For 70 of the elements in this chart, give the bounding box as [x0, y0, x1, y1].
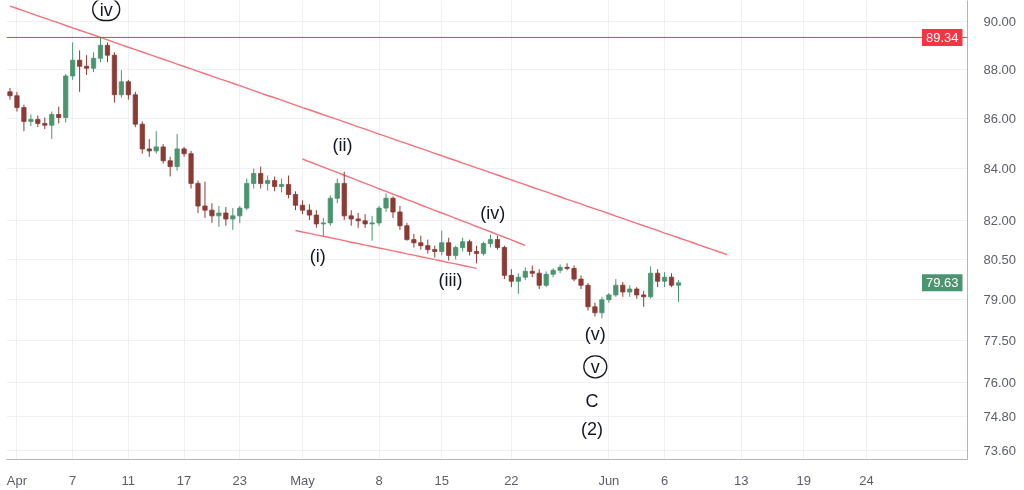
candlestick	[90, 51, 97, 73]
candlestick	[174, 133, 180, 172]
candlestick	[334, 178, 340, 204]
candlestick	[202, 181, 208, 219]
x-tick-label: Jun	[598, 472, 620, 488]
candlestick	[439, 230, 445, 256]
x-tick-label: Apr	[6, 472, 28, 488]
annotation: (ii)	[332, 134, 353, 155]
candlestick	[258, 166, 264, 190]
candlestick	[216, 205, 222, 228]
line-series	[301, 158, 526, 247]
y-tick-label: 73.60	[983, 443, 1017, 459]
candlestick	[292, 190, 299, 211]
annotation: (i)	[309, 246, 326, 267]
annotation: v	[590, 356, 600, 377]
candlestick	[209, 202, 215, 224]
candlestick	[230, 207, 236, 231]
y-tick-label: 90.00	[983, 14, 1017, 30]
x-tick-label: 19	[796, 472, 812, 488]
candlestick	[599, 296, 605, 319]
y-tick-label: 74.80	[983, 408, 1017, 424]
candlestick	[118, 69, 124, 99]
x-tick-label: 7	[69, 472, 77, 488]
y-tick-label: 76.00	[983, 374, 1017, 390]
annotation: iv	[99, 0, 113, 20]
candlestick	[362, 213, 368, 229]
candlestick	[84, 54, 90, 76]
y-tick-label: 77.50	[983, 333, 1017, 349]
candlestick	[648, 265, 654, 300]
candlestick	[675, 279, 682, 303]
candlestick	[167, 156, 173, 178]
candlestick	[97, 36, 104, 63]
annotation: (iv)	[480, 202, 506, 223]
candlestick	[446, 237, 452, 261]
candlestick	[49, 111, 55, 140]
x-tick-label: 23	[232, 472, 248, 488]
x-tick-label: 13	[733, 472, 749, 488]
candlestick	[125, 79, 131, 101]
candlestick	[104, 41, 111, 63]
y-tick-label: 88.00	[983, 62, 1017, 78]
annotation: (v)	[584, 323, 606, 344]
annotation: (2)	[581, 418, 603, 439]
x-tick-label: 17	[176, 472, 192, 488]
x-tick-label: 6	[660, 472, 669, 488]
candlestick	[223, 206, 229, 227]
y-tick-label: 79.00	[983, 292, 1017, 308]
ref-line-label: 89.34	[925, 29, 959, 45]
candlestick	[390, 195, 396, 219]
candlestick	[28, 113, 34, 127]
candlestick	[383, 192, 389, 213]
x-tick-label: May	[290, 472, 316, 488]
y-tick-label: 84.00	[983, 161, 1017, 177]
annotation: (iii)	[438, 269, 463, 290]
y-tick-label: 86.00	[983, 111, 1017, 127]
y-tick-label: 80.50	[983, 252, 1017, 268]
candlestick	[153, 130, 159, 155]
candlestick	[285, 174, 292, 199]
y-tick-label: 82.00	[983, 212, 1017, 228]
candlestick	[515, 272, 521, 295]
x-tick-label: 24	[859, 472, 874, 488]
candlestick	[77, 49, 83, 93]
annotation: 79.63	[925, 275, 959, 291]
line-series	[294, 229, 478, 270]
candlestick	[160, 143, 166, 165]
annotation: C	[585, 390, 599, 411]
x-tick-label: 22	[504, 472, 519, 488]
x-tick-label: 11	[121, 472, 136, 488]
candlestick	[557, 263, 563, 274]
x-tick-label: 8	[375, 472, 383, 488]
x-tick-label: 15	[434, 472, 449, 488]
